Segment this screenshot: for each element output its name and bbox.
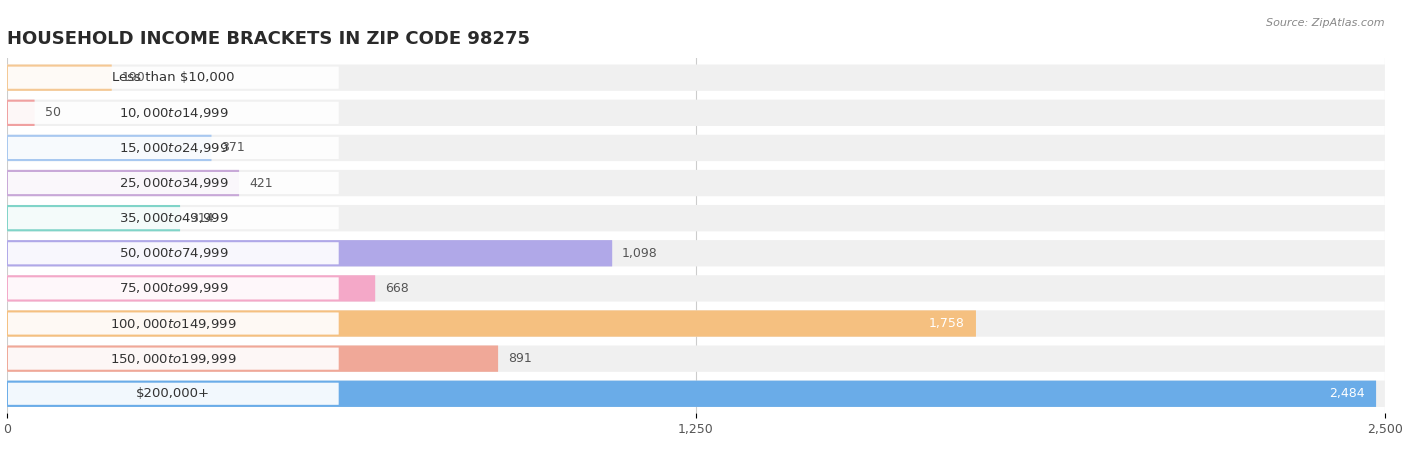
FancyBboxPatch shape [7, 310, 1385, 337]
FancyBboxPatch shape [7, 240, 1385, 266]
FancyBboxPatch shape [8, 242, 339, 264]
FancyBboxPatch shape [7, 135, 211, 161]
Text: $50,000 to $74,999: $50,000 to $74,999 [118, 247, 228, 260]
Text: 50: 50 [45, 106, 60, 119]
Text: 891: 891 [508, 352, 531, 365]
FancyBboxPatch shape [7, 381, 1376, 407]
Text: 314: 314 [190, 211, 214, 224]
Text: $10,000 to $14,999: $10,000 to $14,999 [118, 106, 228, 120]
Text: 190: 190 [122, 71, 145, 84]
FancyBboxPatch shape [8, 348, 339, 370]
FancyBboxPatch shape [8, 66, 339, 89]
FancyBboxPatch shape [7, 240, 612, 266]
Text: Less than $10,000: Less than $10,000 [112, 71, 235, 84]
Text: $100,000 to $149,999: $100,000 to $149,999 [110, 317, 236, 330]
FancyBboxPatch shape [7, 275, 375, 302]
Text: $25,000 to $34,999: $25,000 to $34,999 [118, 176, 228, 190]
Text: $200,000+: $200,000+ [136, 387, 211, 400]
FancyBboxPatch shape [7, 100, 1385, 126]
FancyBboxPatch shape [8, 313, 339, 335]
Text: $75,000 to $99,999: $75,000 to $99,999 [118, 282, 228, 295]
FancyBboxPatch shape [8, 102, 339, 124]
Text: 1,098: 1,098 [621, 247, 658, 260]
FancyBboxPatch shape [7, 205, 1385, 231]
Text: HOUSEHOLD INCOME BRACKETS IN ZIP CODE 98275: HOUSEHOLD INCOME BRACKETS IN ZIP CODE 98… [7, 31, 530, 48]
Text: 421: 421 [249, 176, 273, 189]
Text: $35,000 to $49,999: $35,000 to $49,999 [118, 211, 228, 225]
Text: 371: 371 [221, 141, 245, 154]
FancyBboxPatch shape [8, 383, 339, 405]
FancyBboxPatch shape [7, 345, 1385, 372]
FancyBboxPatch shape [7, 310, 976, 337]
Text: Source: ZipAtlas.com: Source: ZipAtlas.com [1267, 18, 1385, 28]
FancyBboxPatch shape [7, 170, 239, 196]
FancyBboxPatch shape [7, 65, 111, 91]
FancyBboxPatch shape [8, 207, 339, 229]
FancyBboxPatch shape [7, 381, 1385, 407]
FancyBboxPatch shape [8, 137, 339, 159]
FancyBboxPatch shape [8, 277, 339, 299]
Text: 2,484: 2,484 [1330, 387, 1365, 400]
FancyBboxPatch shape [7, 65, 1385, 91]
FancyBboxPatch shape [7, 170, 1385, 196]
FancyBboxPatch shape [8, 172, 339, 194]
FancyBboxPatch shape [7, 275, 1385, 302]
Text: 1,758: 1,758 [929, 317, 965, 330]
FancyBboxPatch shape [7, 100, 35, 126]
FancyBboxPatch shape [7, 135, 1385, 161]
Text: $150,000 to $199,999: $150,000 to $199,999 [110, 352, 236, 365]
FancyBboxPatch shape [7, 205, 180, 231]
Text: $15,000 to $24,999: $15,000 to $24,999 [118, 141, 228, 155]
FancyBboxPatch shape [7, 345, 498, 372]
Text: 668: 668 [385, 282, 409, 295]
